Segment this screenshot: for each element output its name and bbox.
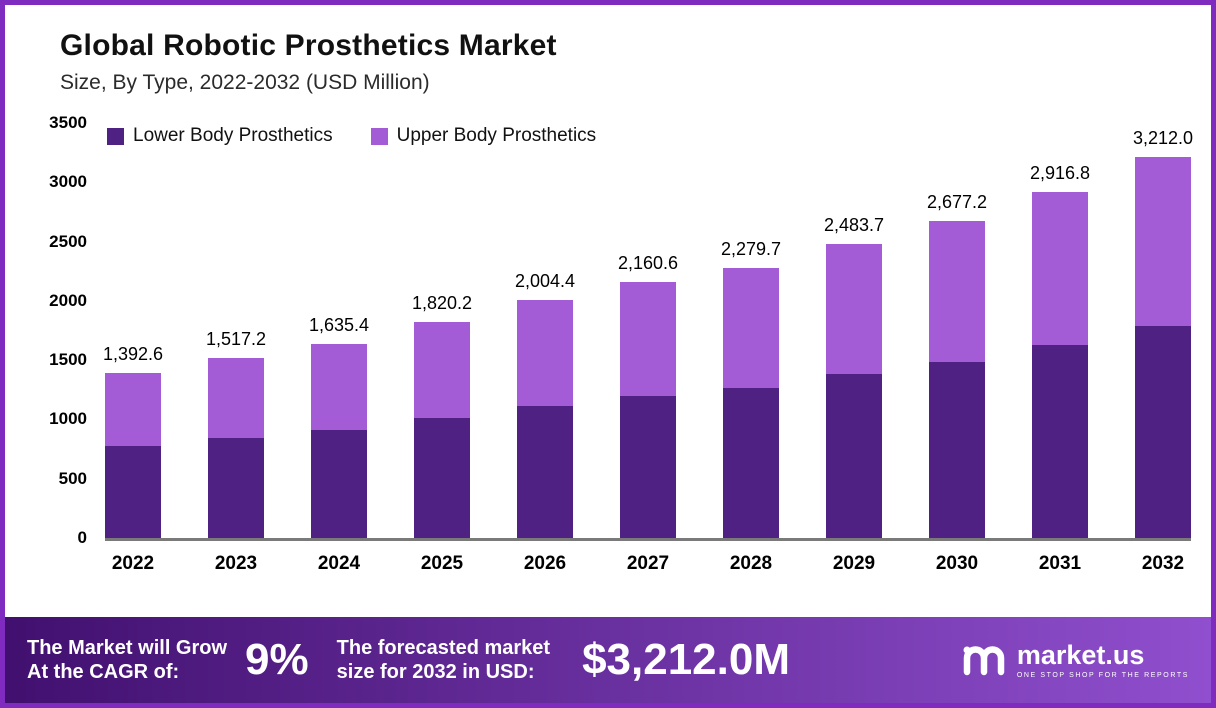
bar-column: 1,635.4 2024	[308, 123, 370, 574]
page-title: Global Robotic Prosthetics Market	[60, 29, 557, 62]
bar-column: 2,160.6 2027	[617, 123, 679, 574]
cagr-label-line1: The Market will Grow	[27, 637, 228, 659]
x-axis-label: 2023	[214, 553, 258, 574]
cagr-label: The Market will Grow At the CAGR of:	[27, 636, 227, 684]
bar-column: 1,392.6 2022	[102, 123, 164, 574]
bar-total-label: 1,392.6	[102, 343, 164, 364]
bar-total-label: 2,004.4	[514, 271, 576, 292]
bar-total-label: 1,635.4	[308, 315, 370, 336]
bar-total-label: 1,517.2	[205, 329, 267, 350]
marketus-logo-icon	[961, 643, 1007, 677]
forecast-label: The forecasted market size for 2032 in U…	[337, 636, 550, 684]
bar-segment-lower-body	[1135, 325, 1191, 538]
bar-segment-lower-body	[311, 430, 367, 538]
legend-label: Lower Body Prosthetics	[133, 125, 333, 146]
forecast-value: $3,212.0M	[582, 635, 790, 684]
bar-segment-upper-body	[1032, 192, 1088, 346]
x-axis-label: 2032	[1141, 553, 1185, 574]
legend-swatch	[107, 127, 124, 145]
y-tick-label: 1000	[49, 409, 87, 429]
bar-column: 2,483.7 2029	[823, 123, 885, 574]
y-tick-label: 2000	[49, 290, 87, 310]
y-tick-label: 500	[58, 468, 87, 488]
bar-segment-lower-body	[723, 388, 779, 538]
bar-segment-upper-body	[208, 358, 264, 438]
bar-total-label: 1,820.2	[411, 293, 473, 314]
bar-column: 2,004.4 2026	[514, 123, 576, 574]
bar-segment-lower-body	[517, 406, 573, 538]
legend: Lower Body Prosthetics Upper Body Prosthe…	[107, 125, 596, 147]
bar-total-label: 2,160.6	[617, 252, 679, 273]
bar-total-label: 3,212.0	[1132, 128, 1194, 149]
footer-banner: The Market will Grow At the CAGR of: 9% …	[5, 617, 1211, 703]
y-tick-label: 1500	[49, 350, 87, 370]
bar-segment-upper-body	[929, 220, 985, 362]
brand-name: market.us	[1016, 639, 1145, 670]
x-axis-label: 2026	[523, 553, 567, 574]
x-axis-label: 2030	[935, 553, 979, 574]
forecast-label-line1: The forecasted market	[336, 637, 551, 659]
legend-swatch	[370, 127, 388, 145]
bar-segment-upper-body	[311, 344, 367, 431]
bar-segment-lower-body	[826, 373, 882, 538]
y-tick-label: 2500	[49, 231, 87, 251]
cagr-value: 9%	[245, 635, 309, 684]
x-axis-label: 2022	[111, 553, 155, 574]
bar-total-label: 2,916.8	[1029, 163, 1091, 184]
brand-block: market.us ONE STOP SHOP FOR THE REPORTS	[961, 639, 1189, 679]
bar-segment-lower-body	[414, 418, 470, 538]
bar-column: 1,517.2 2023	[205, 123, 267, 574]
page-subtitle: Size, By Type, 2022-2032 (USD Million)	[60, 71, 430, 94]
bar-segment-lower-body	[105, 446, 161, 538]
bar-segment-lower-body	[620, 395, 676, 538]
x-axis-label: 2024	[317, 553, 361, 574]
y-axis: 0 500 1000 1500 2000 2500 3000 3500	[25, 113, 87, 547]
plot-area: Lower Body Prosthetics Upper Body Prosthe…	[102, 123, 1194, 574]
y-tick-label: 0	[77, 528, 87, 547]
bar-total-label: 2,677.2	[926, 191, 988, 212]
brand-text: market.us ONE STOP SHOP FOR THE REPORTS	[1016, 639, 1189, 679]
bar-segment-upper-body	[414, 322, 470, 419]
bar-segment-upper-body	[1135, 157, 1191, 326]
legend-item: Upper Body Prosthetics	[370, 125, 597, 147]
x-axis-label: 2025	[420, 553, 464, 574]
bar-segment-upper-body	[105, 372, 161, 447]
bar-total-label: 2,279.7	[720, 238, 782, 259]
y-tick-label: 3500	[49, 113, 87, 132]
chart-header: Global Robotic Prosthetics Market Size, …	[60, 29, 557, 95]
bar-column: 2,916.8 2031	[1029, 123, 1091, 574]
bar-column: 1,820.2 2025	[411, 123, 473, 574]
bar-segment-upper-body	[826, 243, 882, 374]
legend-item: Lower Body Prosthetics	[107, 125, 333, 147]
x-axis-label: 2031	[1038, 553, 1082, 574]
bar-segment-upper-body	[620, 281, 676, 396]
bar-column: 2,677.2 2030	[926, 123, 988, 574]
legend-label: Upper Body Prosthetics	[396, 125, 597, 146]
x-axis-label: 2027	[626, 553, 670, 574]
bar-column: 3,212.0 2032	[1132, 123, 1194, 574]
bar-total-label: 2,483.7	[823, 214, 885, 235]
x-axis-label: 2029	[832, 553, 876, 574]
bar-segment-lower-body	[929, 361, 985, 538]
bar-column: 2,279.7 2028	[720, 123, 782, 574]
forecast-label-line2: size for 2032 in USD:	[336, 661, 535, 683]
cagr-label-line2: At the CAGR of:	[27, 661, 180, 683]
bar-segment-lower-body	[1032, 345, 1088, 538]
x-axis-label: 2028	[729, 553, 773, 574]
bar-segment-upper-body	[517, 300, 573, 407]
bar-segment-lower-body	[208, 437, 264, 538]
y-tick-label: 3000	[49, 172, 87, 192]
bar-segment-upper-body	[723, 267, 779, 389]
brand-tagline: ONE STOP SHOP FOR THE REPORTS	[1016, 671, 1189, 679]
